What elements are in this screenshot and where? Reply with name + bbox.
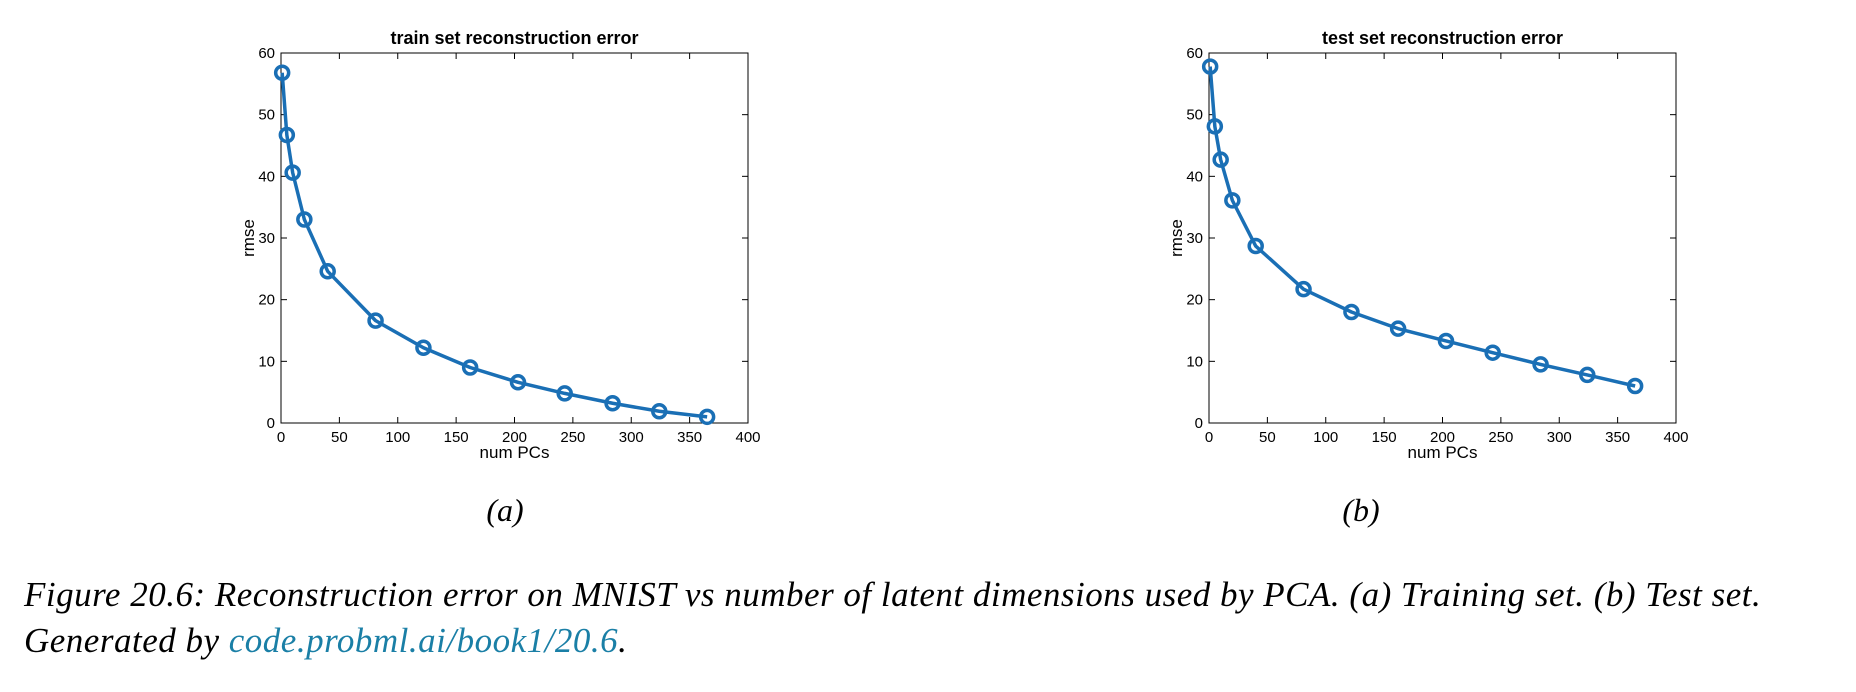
data-point [319,263,336,280]
data-point [296,211,313,228]
data-point [1343,303,1360,321]
y-tick-label: 10 [258,353,275,370]
figure-caption: Figure 20.6: Reconstruction error on MNI… [24,572,1854,664]
y-tick-label: 10 [1186,353,1203,370]
data-point [698,408,716,426]
data-point [1295,280,1312,298]
y-tick-label: 60 [258,45,275,62]
chart-train: train set reconstruction error 0 50 100 150 2… [0,0,928,540]
data-point [273,64,291,81]
x-tick-label: 250 [560,429,585,446]
x-tick-label: 150 [1372,429,1397,446]
chart-title: train set reconstruction error [390,28,638,48]
caption-link[interactable]: code.probml.ai/book1/20.6 [228,621,619,660]
x-tick-label: 400 [1663,429,1688,446]
data-point [1247,237,1264,255]
y-tick-label: 20 [258,292,275,309]
data-point [1224,192,1241,209]
data-point [1212,151,1229,168]
data-point [1532,356,1549,373]
x-tick-label: 100 [1313,429,1338,446]
x-tick-label: 200 [502,429,527,446]
x-tick-label: 350 [1605,429,1630,446]
sublabel-a: (a) [486,492,524,528]
y-tick-label: 0 [267,415,275,432]
y-tick-label: 20 [1186,292,1203,309]
y-tick-label: 0 [1195,415,1203,432]
x-tick-label: 100 [385,429,410,446]
plot-frame [280,52,749,424]
x-tick-label: 400 [735,429,760,446]
caption-text: Figure 20.6: Reconstruction error on MNI… [24,575,1762,660]
x-axis-label: num PCs [480,443,550,462]
x-tick-label: 200 [1430,429,1455,446]
sublabel-b: (b) [1342,492,1380,528]
data-point [556,385,573,402]
data-point [1484,344,1501,361]
data-point [1579,366,1596,384]
data-point [1206,118,1224,135]
data-point [1626,377,1644,395]
x-tick-label: 350 [677,429,702,446]
x-tick-label: 300 [1547,429,1572,446]
data-point [278,126,296,144]
chart-title: test set reconstruction error [1322,28,1563,48]
x-tick-label: 50 [331,429,348,446]
series-line [1208,66,1636,388]
series-line [280,72,708,419]
data-point [367,312,384,329]
x-tick-label: 250 [1488,429,1513,446]
x-tick-label: 0 [1205,429,1213,446]
plot-frame [1208,52,1677,424]
x-tick-label: 150 [444,429,469,446]
y-tick-label: 40 [258,168,275,185]
y-tick-label: 40 [1186,168,1203,185]
x-axis-label: num PCs [1408,443,1478,462]
data-point [1389,320,1407,337]
y-axis-label: rmse [1167,219,1186,257]
y-tick-label: 30 [1186,230,1203,247]
data-point [651,403,668,420]
data-point [1201,58,1219,75]
x-tick-label: 50 [1259,429,1276,446]
y-tick-label: 30 [258,230,275,247]
caption-end: . [618,621,628,660]
y-tick-label: 50 [1186,107,1203,124]
x-tick-label: 0 [277,429,285,446]
data-point [1437,332,1455,350]
data-point [604,395,621,412]
chart-test: test set reconstruction error 0 50 100 150 20… [928,0,1856,540]
data-point [284,164,301,181]
data-point [415,339,432,357]
data-point [509,374,527,391]
x-tick-label: 300 [619,429,644,446]
y-axis-label: rmse [239,219,258,257]
y-tick-label: 50 [258,107,275,124]
y-tick-label: 60 [1186,45,1203,62]
data-point [461,359,479,376]
